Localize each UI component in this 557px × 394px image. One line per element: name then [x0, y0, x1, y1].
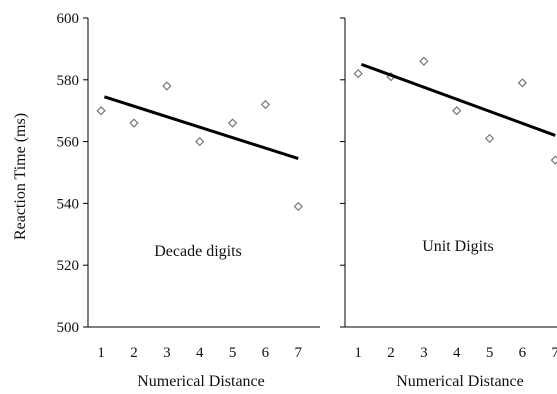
x-tick-label: 7: [552, 345, 557, 361]
data-point: [227, 118, 238, 128]
x-tick-label: 3: [420, 345, 428, 361]
y-tick-label: 540: [57, 196, 80, 212]
data-point: [162, 81, 172, 91]
trend-line: [103, 95, 299, 161]
x-tick-label: 6: [262, 345, 270, 361]
y-axis-label: Reaction Time (ms): [12, 113, 29, 240]
data-point: [353, 68, 363, 79]
x-tick-label: 5: [229, 345, 237, 361]
data-point: [550, 155, 557, 165]
data-point: [96, 106, 106, 116]
panel-annotation: Unit Digits: [422, 238, 494, 255]
y-tick-label: 580: [57, 73, 80, 89]
x-tick-label: 7: [295, 345, 303, 361]
data-point: [260, 99, 271, 110]
data-point: [419, 56, 429, 66]
x-tick-label: 2: [130, 345, 138, 361]
data-point: [517, 78, 528, 88]
panel-left: 500 520 540 560 580 600 1 2 3 4 5 6 7 Decade digits Nu…: [12, 11, 320, 390]
x-tick-label: 1: [97, 345, 105, 361]
trend-line: [360, 62, 556, 137]
data-point: [129, 118, 139, 128]
data-point: [484, 133, 495, 144]
data-point: [452, 106, 462, 116]
y-tick-label: 500: [57, 320, 80, 336]
y-tick-label: 520: [57, 258, 80, 274]
data-point: [293, 201, 303, 212]
x-axis-label: Numerical Distance: [396, 373, 524, 390]
y-tick-label: 560: [57, 135, 80, 151]
x-tick-label: 6: [519, 345, 527, 361]
x-axis-label: Numerical Distance: [137, 373, 265, 390]
panel-annotation: Decade digits: [154, 243, 242, 260]
x-tick-label: 4: [453, 345, 461, 361]
panel-right: 1 2 3 4 5 6 7 Unit Digits Numerical Distance: [340, 17, 557, 390]
y-tick-label: 600: [57, 11, 80, 27]
x-tick-label: 1: [354, 345, 362, 361]
x-tick-label: 4: [196, 345, 204, 361]
x-tick-label: 3: [163, 345, 171, 361]
x-tick-label: 2: [387, 345, 395, 361]
x-tick-label: 5: [486, 345, 494, 361]
data-point: [195, 136, 205, 147]
